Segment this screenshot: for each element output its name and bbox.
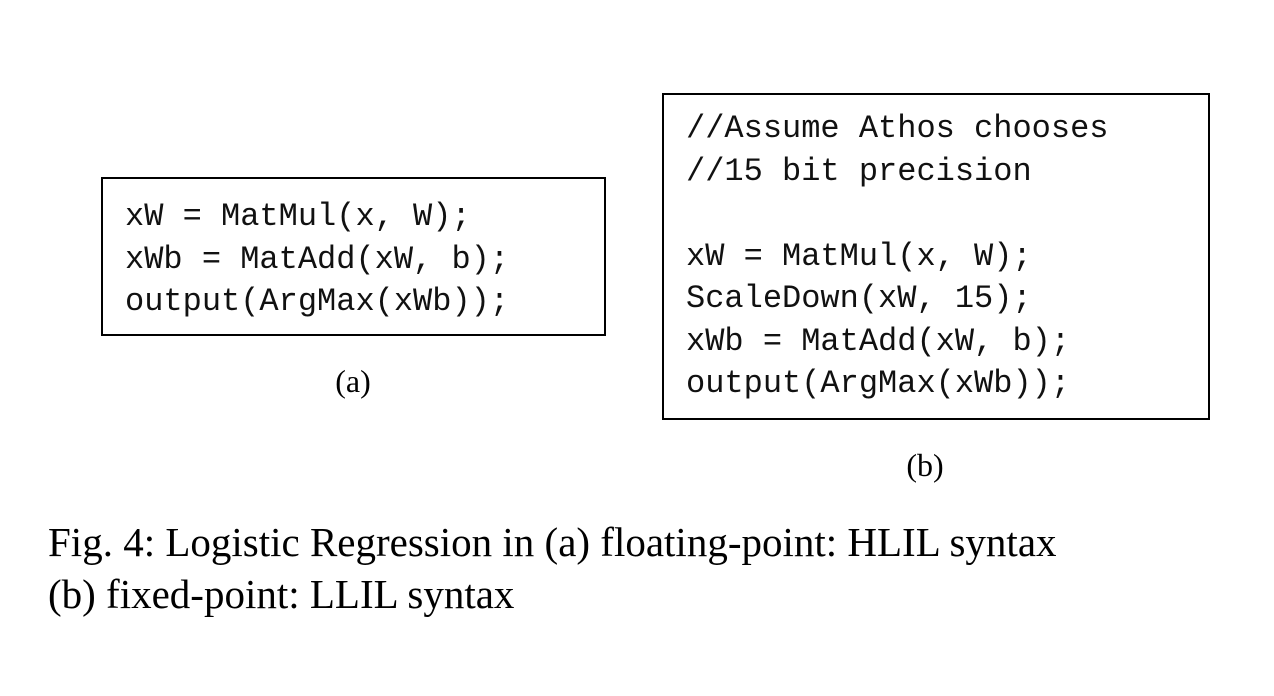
code-line: xWb = MatAdd(xW, b); — [686, 322, 1071, 360]
code-line: ScaleDown(xW, 15); — [686, 280, 1032, 317]
caption-line: (b) fixed-point: LLIL syntax — [48, 571, 515, 617]
code-line: xW = MatMul(x, W); — [125, 198, 471, 235]
code-line: output(ArgMax(xWb)); — [125, 283, 510, 320]
subfigure-label-b: (b) — [906, 447, 944, 483]
code-listing-hlil: xW = MatMul(x, W); xWb = MatAdd(xW, b); … — [125, 196, 509, 324]
figure-caption: Fig. 4: Logistic Regression in (a) float… — [48, 516, 1248, 620]
code-line: output(ArgMax(xWb)); — [686, 365, 1071, 402]
code-box-hlil: xW = MatMul(x, W); xWb = MatAdd(xW, b); … — [101, 177, 606, 336]
subfigure-label-a: (a) — [335, 363, 371, 399]
code-listing-llil: //Assume Athos chooses //15 bit precisio… — [686, 108, 1108, 406]
code-comment-line: //15 bit precision — [686, 152, 1032, 190]
code-line: xW = MatMul(x, W); — [686, 237, 1032, 275]
caption-line: Fig. 4: Logistic Regression in (a) float… — [48, 519, 1057, 565]
code-box-llil: //Assume Athos chooses //15 bit precisio… — [662, 93, 1210, 420]
code-line: xWb = MatAdd(xW, b); — [125, 240, 510, 278]
code-comment-line: //Assume Athos chooses — [686, 110, 1109, 147]
